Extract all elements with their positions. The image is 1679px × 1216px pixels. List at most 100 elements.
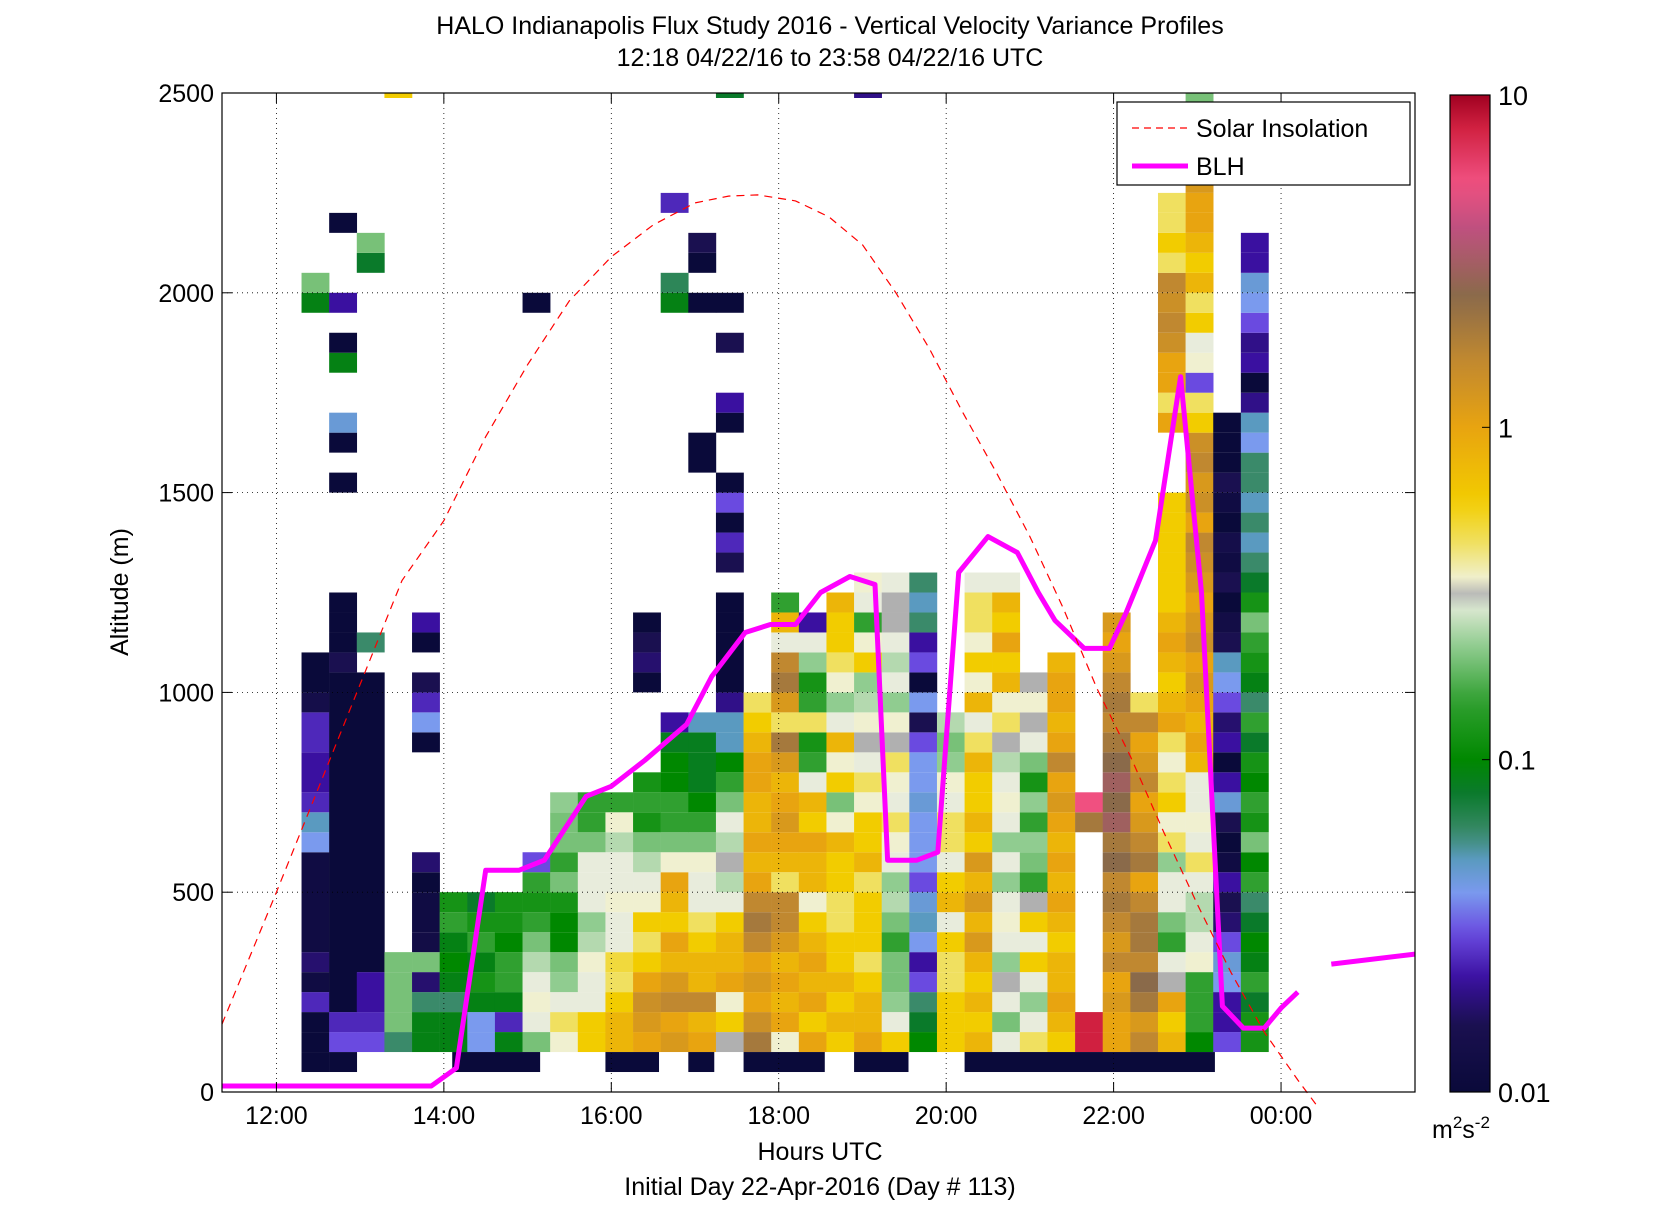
heatmap-cell — [909, 912, 938, 933]
heatmap-cell — [1157, 872, 1186, 893]
heatmap-cell — [798, 832, 827, 853]
heatmap-cell — [384, 1012, 413, 1033]
heatmap-cell — [826, 952, 855, 973]
heatmap-cell — [1157, 812, 1186, 833]
series-line-solar — [221, 194, 1320, 1109]
heatmap-cell — [1240, 252, 1269, 273]
heatmap-cell — [633, 632, 661, 653]
heatmap-cell — [1157, 1032, 1186, 1053]
heatmap-cell — [826, 972, 855, 993]
heatmap-cell — [1130, 732, 1159, 753]
heatmap-cell — [1240, 412, 1269, 433]
heatmap-cell — [1130, 852, 1159, 873]
heatmap-cell — [605, 952, 634, 973]
heatmap-cell — [771, 712, 800, 733]
heatmap-cell — [688, 872, 717, 893]
heatmap-cell — [992, 612, 1021, 633]
heatmap-cell — [577, 992, 606, 1013]
heatmap-cell — [854, 1012, 882, 1033]
colorbar-ticks: 0.01 0.1 1 10 — [1482, 81, 1551, 1108]
heatmap-cell — [743, 1032, 772, 1053]
heatmap-cell — [550, 792, 579, 813]
heatmap-cell — [909, 712, 938, 733]
heatmap-cell — [1130, 752, 1159, 773]
heatmap-cell — [1047, 932, 1076, 953]
x-tick-label: 16:00 — [580, 1102, 643, 1130]
heatmap-cell — [1102, 772, 1131, 793]
heatmap-cell — [1157, 712, 1186, 733]
heatmap-cell — [1157, 272, 1186, 293]
x-tick-label: 20:00 — [915, 1102, 978, 1130]
heatmap-cell — [881, 872, 910, 893]
heatmap-cell — [1157, 1012, 1186, 1033]
heatmap-cell — [1075, 1012, 1103, 1033]
heatmap-cell — [329, 1052, 358, 1073]
heatmap-cell — [715, 892, 744, 913]
heatmap-cell — [1185, 392, 1214, 413]
heatmap-cell — [909, 1012, 938, 1033]
heatmap-cell — [1019, 1012, 1048, 1033]
heatmap-cell — [1102, 872, 1131, 893]
heatmap-cell — [1130, 912, 1159, 933]
heatmap-cell — [798, 972, 827, 993]
heatmap-cell — [1157, 232, 1186, 253]
heatmap-cell — [936, 932, 965, 953]
heatmap-cell — [329, 292, 358, 313]
heatmap-cell — [301, 792, 330, 813]
heatmap-cell — [412, 932, 440, 953]
heatmap-cell — [1130, 1032, 1159, 1053]
heatmap-cell — [1157, 792, 1186, 813]
heatmap-cell — [494, 952, 523, 973]
heatmap-cell — [1130, 872, 1159, 893]
heatmap-cell — [909, 652, 938, 673]
heatmap-cell — [1157, 892, 1186, 913]
heatmap-cell — [936, 732, 965, 753]
heatmap-cell — [992, 1032, 1021, 1053]
heatmap-cell — [909, 752, 938, 773]
heatmap-cell — [798, 672, 827, 693]
heatmap-cell — [1019, 872, 1048, 893]
legend-box — [1116, 101, 1411, 186]
heatmap-cell — [439, 972, 468, 993]
heatmap-cell — [1157, 852, 1186, 873]
heatmap-cell — [715, 612, 744, 633]
heatmap-cell — [909, 1032, 938, 1053]
heatmap-cell — [577, 812, 606, 833]
heatmap-cell — [329, 592, 358, 613]
heatmap-cell — [1240, 292, 1269, 313]
heatmap-cell — [964, 912, 993, 933]
heatmap-cell — [1157, 692, 1186, 713]
heatmap-cell — [439, 912, 468, 933]
heatmap-cell — [1185, 232, 1214, 253]
heatmap-cell — [964, 612, 993, 633]
heatmap-cell — [1157, 672, 1186, 693]
heatmap-cell — [798, 992, 827, 1013]
heatmap-cell — [412, 852, 440, 873]
heatmap-cell — [881, 752, 910, 773]
heatmap-cell — [1240, 572, 1269, 593]
heatmap-cell — [743, 912, 772, 933]
heatmap-cell — [494, 892, 523, 913]
heatmap-cell — [1240, 732, 1269, 753]
heatmap-cell — [633, 792, 661, 813]
heatmap-cell — [771, 832, 800, 853]
heatmap-cell — [715, 732, 744, 753]
heatmap-cell — [1213, 852, 1242, 873]
heatmap-cell — [798, 652, 827, 673]
heatmap-cell — [909, 992, 938, 1013]
heatmap-cell — [1213, 412, 1242, 433]
heatmap-cell — [1075, 792, 1103, 813]
heatmap-cell — [826, 992, 855, 1013]
heatmap-cell — [577, 952, 606, 973]
heatmap-cell — [854, 912, 882, 933]
heatmap-cell — [329, 412, 358, 433]
heatmap-cell — [715, 952, 744, 973]
heatmap-cell — [964, 572, 993, 593]
heatmap-cell — [909, 932, 938, 953]
heatmap-cell — [384, 952, 413, 973]
heatmap-cell — [301, 712, 330, 753]
heatmap-cell — [1185, 1032, 1214, 1053]
heatmap-cell — [660, 872, 689, 893]
series-line-blh — [222, 374, 1300, 1089]
heatmap-cell — [660, 932, 689, 953]
